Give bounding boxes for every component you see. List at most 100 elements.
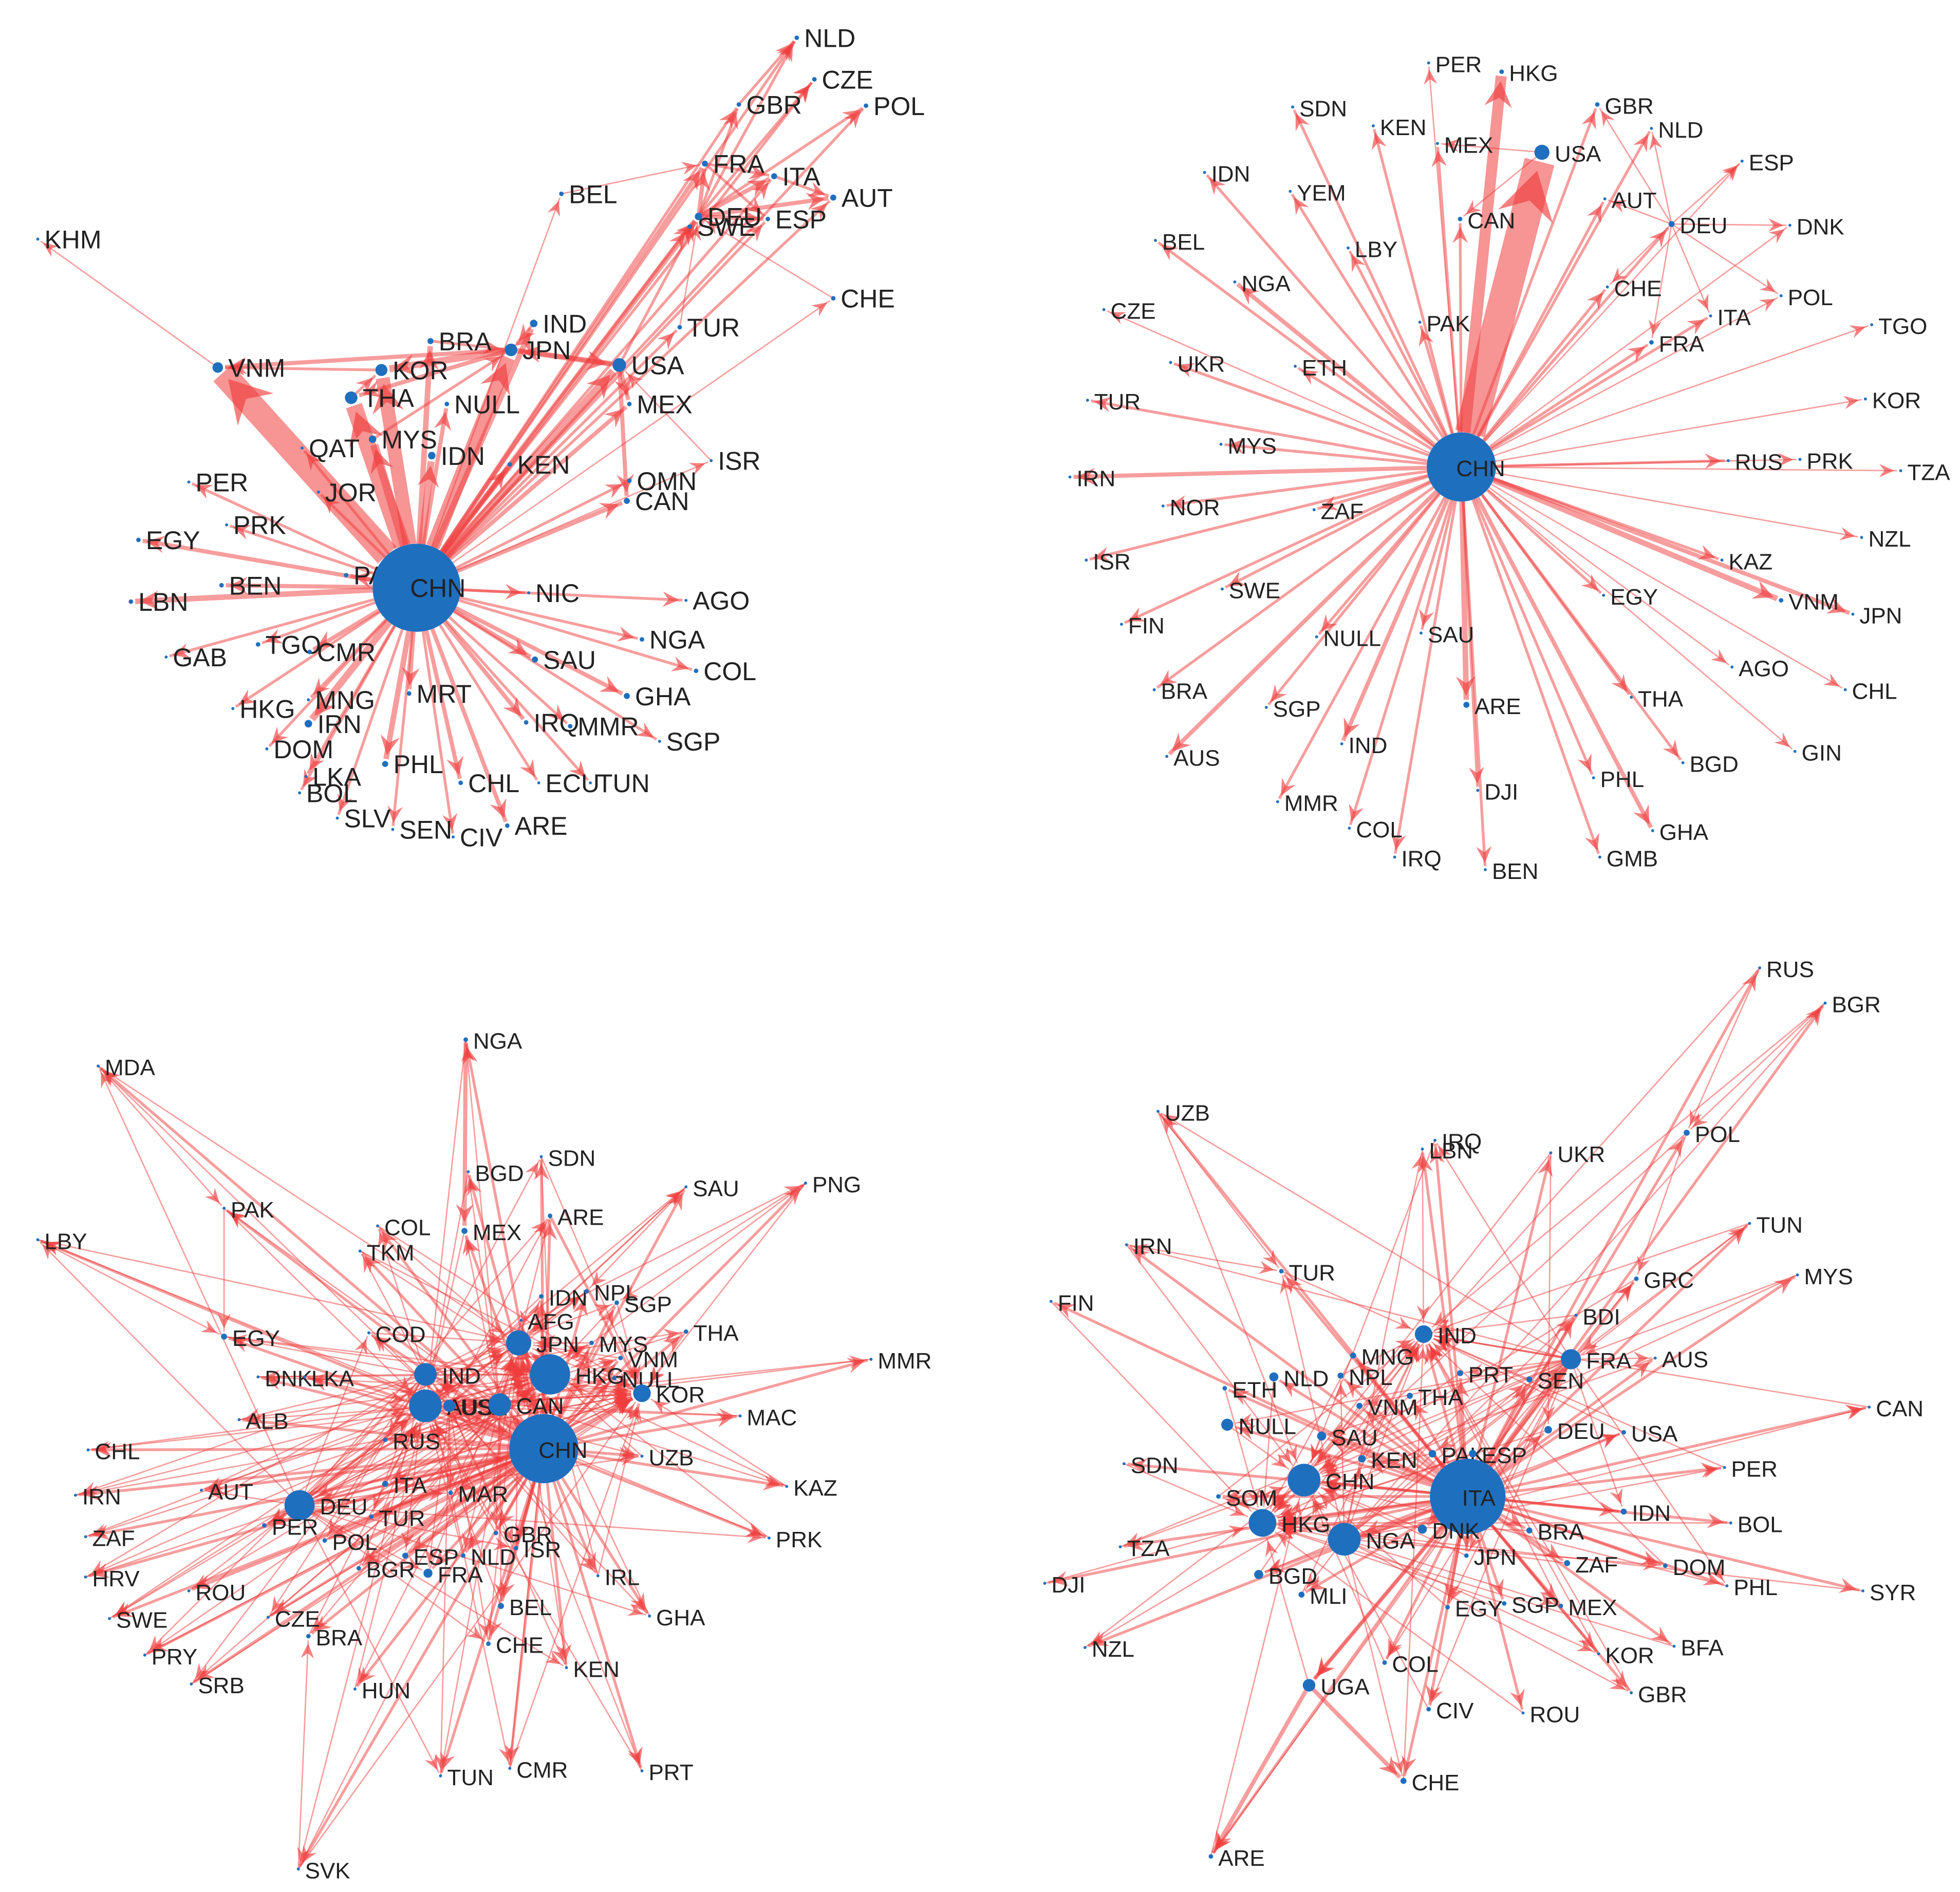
edge [79,1377,415,1495]
edge-arrowhead [535,1349,551,1362]
node-label-tha: THA [1638,686,1684,711]
node-egy [1602,593,1606,597]
node-label-prk: PRK [1806,448,1853,474]
edge-arrowhead [1456,676,1476,696]
edge [1429,1368,1568,1706]
edge [1341,498,1450,742]
node-bel [559,191,564,196]
edge [1267,493,1441,706]
node-chl [1843,688,1847,691]
edge-arrowhead [462,1532,475,1549]
node-bol [298,791,302,795]
node-label-deu: DEU [707,202,762,231]
edge-arrowhead [718,1408,734,1422]
node-fra [1561,1349,1581,1370]
node-che [1400,1777,1407,1784]
edge [511,1359,868,1404]
node-label-dnk: DNK [1797,215,1844,240]
edge [457,461,708,571]
edge [1091,399,1428,462]
edge-arrowhead [598,1361,614,1374]
edge [1354,1005,1823,1528]
edge-arrowhead [313,678,330,695]
node-irq [1393,855,1396,859]
edge-arrowhead [1228,1525,1244,1539]
edge-arrowhead [1225,1497,1242,1510]
edge [303,449,390,555]
edge [359,1422,419,1567]
edge [225,366,376,371]
node-nld [1650,126,1653,130]
node-label-ita: ITA [1462,1486,1496,1511]
edge [229,524,376,575]
node-label-tha: THA [1418,1385,1464,1410]
edge-arrowhead [487,1618,502,1637]
edge [1455,158,1555,438]
node-label-egy: EGY [146,526,200,555]
node-label-are: ARE [557,1205,604,1230]
node-label-gha: GHA [656,1605,705,1631]
edge [1674,223,1786,226]
edge-arrowhead [775,43,792,61]
edge-arrowhead [362,381,383,398]
edge-arrowhead [1226,1489,1243,1505]
edge [1156,486,1434,689]
edge [306,1376,408,1402]
edge-arrowhead [149,1635,165,1651]
node-dnk [256,1375,260,1379]
edge-arrowhead [586,374,610,400]
edge-arrowhead [591,1270,607,1286]
edge [309,620,392,722]
edge [432,1382,596,1574]
edge-arrowhead [1132,1248,1150,1265]
edge-arrowhead [1131,1458,1148,1474]
node-are [548,1213,553,1219]
edge-arrowhead [146,535,166,553]
node-hkg [530,1354,570,1395]
node-label-deu: DEU [320,1494,368,1520]
node-aus [1165,755,1169,758]
edge-arrowhead [1234,1493,1249,1509]
edge-arrowhead [1331,1422,1347,1435]
edge [440,40,796,553]
edge [443,1358,870,1405]
edge-arrowhead [1440,1435,1456,1449]
node-label-kor: KOR [393,356,448,385]
node-label-deu: DEU [1557,1419,1605,1444]
edge-arrowhead [204,1188,220,1204]
node-uga [1302,1679,1316,1692]
node-label-aut: AUT [842,184,893,213]
edge [1471,499,1600,854]
edge-arrowhead [1632,1362,1650,1378]
edge [361,1253,421,1365]
node-jpn [506,1330,531,1356]
node-label-hrv: HRV [92,1566,140,1591]
edge-arrowhead [591,1376,607,1390]
node-label-ken: KEN [573,1657,619,1682]
node-jpn [1851,612,1855,616]
node-label-mys: MYS [1227,434,1276,459]
node-tun [589,781,592,784]
node-idn [539,1294,544,1299]
edge [620,1183,805,1301]
edge [86,1382,530,1577]
edge [1206,174,1440,442]
node-egy [221,1334,227,1340]
edge-arrowhead [626,1406,639,1423]
edge-arrowhead [1484,81,1512,108]
edge-arrowhead [1418,329,1434,347]
node-label-mmr: MMR [878,1348,931,1374]
node-bra [1526,1527,1533,1534]
node-zaf [1312,508,1316,512]
edge [309,1383,417,1495]
node-label-kor: KOR [1605,1643,1654,1668]
node-label-pol: POL [1788,285,1833,310]
edge [1211,1690,1308,1854]
edge-arrowhead [314,692,337,716]
node-prt [640,1769,644,1773]
edge [451,1411,566,1665]
edge-arrowhead [306,453,323,471]
edge-arrowhead [1581,574,1599,591]
edge-arrowhead [1163,1114,1180,1128]
